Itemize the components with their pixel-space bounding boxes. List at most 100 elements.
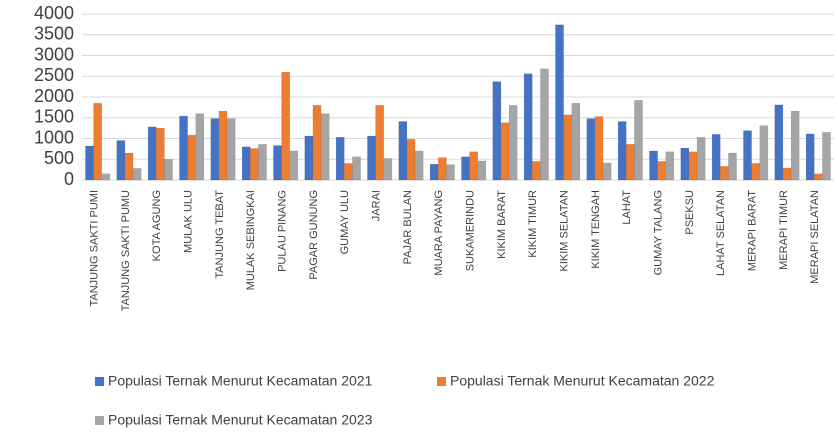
x-tick-label: KIKIM TENGAH bbox=[590, 190, 602, 269]
bar bbox=[218, 110, 228, 181]
bar bbox=[335, 137, 345, 181]
x-tick-label: TANJUNG TEBAT bbox=[214, 190, 226, 279]
bar bbox=[273, 145, 282, 181]
x-tick-label: GUMAY TALANG bbox=[653, 190, 665, 275]
x-tick-label: TANJUNG SAKTI PUMI bbox=[89, 190, 101, 307]
x-tick-label: MERAPI SELATAN bbox=[809, 190, 821, 284]
bar bbox=[492, 81, 502, 181]
bar bbox=[406, 139, 416, 181]
bar bbox=[728, 152, 737, 181]
bar bbox=[250, 148, 259, 181]
bar bbox=[398, 121, 408, 181]
bar bbox=[147, 126, 157, 181]
x-tick-label: KIKIM BARAT bbox=[496, 190, 508, 259]
legend-swatch bbox=[95, 416, 104, 425]
y-tick-label: 3500 bbox=[34, 24, 74, 44]
bar bbox=[85, 145, 94, 181]
bar bbox=[720, 166, 729, 181]
bar bbox=[258, 144, 267, 181]
bar bbox=[281, 71, 290, 181]
x-tick-label: KIKIM SELATAN bbox=[559, 190, 571, 272]
bar bbox=[805, 133, 815, 181]
bar bbox=[352, 156, 361, 181]
bar bbox=[93, 102, 102, 181]
x-tick-label: PAJAR BULAN bbox=[402, 190, 414, 264]
bar bbox=[289, 150, 299, 181]
bar bbox=[657, 161, 666, 181]
bar bbox=[375, 105, 384, 181]
legend-swatch bbox=[437, 377, 446, 386]
x-tick-label: GUMAY ULU bbox=[339, 190, 351, 254]
bar bbox=[132, 168, 142, 181]
bar bbox=[665, 151, 675, 181]
bar bbox=[782, 167, 792, 181]
y-tick-label: 2500 bbox=[34, 65, 74, 85]
bar bbox=[711, 134, 721, 181]
bar bbox=[446, 164, 455, 181]
bar bbox=[822, 132, 831, 181]
bar bbox=[555, 24, 564, 181]
bar bbox=[156, 127, 165, 181]
bar bbox=[617, 121, 627, 181]
x-tick-label: PSEKSU bbox=[684, 190, 696, 235]
bar bbox=[226, 118, 236, 181]
bar bbox=[116, 140, 126, 181]
y-tick-label: 0 bbox=[64, 169, 74, 189]
bar bbox=[594, 116, 604, 181]
legend-label: Populasi Ternak Menurut Kecamatan 2021 bbox=[108, 373, 373, 389]
x-tick-label: TANJUNG SAKTI PUMU bbox=[120, 190, 132, 311]
bar bbox=[532, 161, 541, 181]
x-tick-label: PULAU PINANG bbox=[277, 190, 289, 272]
bar bbox=[743, 130, 752, 181]
legend-label: Populasi Ternak Menurut Kecamatan 2022 bbox=[450, 373, 715, 389]
bar bbox=[790, 110, 800, 181]
bar bbox=[164, 159, 173, 181]
x-tick-label: JARAI bbox=[371, 190, 383, 221]
bar bbox=[469, 151, 478, 181]
bar bbox=[101, 173, 111, 181]
bar bbox=[383, 158, 393, 181]
bar bbox=[696, 137, 706, 181]
bar bbox=[414, 150, 424, 181]
y-tick-label: 500 bbox=[44, 148, 74, 168]
bar bbox=[563, 114, 572, 181]
x-tick-label: MUARA PAYANG bbox=[433, 190, 445, 276]
y-tick-label: 4000 bbox=[34, 3, 74, 23]
bar bbox=[649, 150, 658, 181]
y-tick-label: 2000 bbox=[34, 86, 74, 106]
legend-swatch bbox=[95, 377, 104, 386]
bar bbox=[759, 125, 769, 181]
bar bbox=[320, 113, 330, 181]
y-tick-label: 3000 bbox=[34, 44, 74, 64]
bar bbox=[312, 105, 322, 181]
bar bbox=[751, 163, 760, 181]
bar bbox=[210, 118, 220, 181]
x-tick-label: KIKIM TIMUR bbox=[527, 190, 539, 258]
bar bbox=[241, 146, 251, 181]
bar bbox=[124, 152, 134, 181]
x-tick-label: MERAPI TIMUR bbox=[778, 190, 790, 270]
y-tick-label: 1500 bbox=[34, 107, 74, 127]
bar bbox=[626, 144, 635, 181]
bar bbox=[586, 118, 596, 181]
x-tick-label: LAHAT SELATAN bbox=[715, 190, 727, 276]
x-tick-label: KOTA AGUNG bbox=[151, 190, 163, 261]
x-tick-label: SUKAMERINDU bbox=[465, 190, 477, 271]
bar bbox=[602, 162, 612, 181]
x-tick-label: LAHAT bbox=[621, 190, 633, 225]
bar bbox=[461, 156, 470, 181]
bar bbox=[523, 73, 533, 181]
x-tick-label: MERAPI BARAT bbox=[747, 190, 759, 271]
bar bbox=[367, 135, 376, 181]
bar bbox=[814, 173, 823, 181]
bar bbox=[344, 163, 353, 181]
bar bbox=[195, 113, 205, 181]
bar bbox=[187, 134, 196, 181]
x-tick-label: PAGAR GUNUNG bbox=[308, 190, 320, 280]
y-tick-label: 1000 bbox=[34, 127, 74, 147]
bar bbox=[571, 102, 581, 181]
legend-label: Populasi Ternak Menurut Kecamatan 2023 bbox=[108, 412, 373, 428]
x-tick-label: MULAK ULU bbox=[183, 190, 195, 253]
bar bbox=[680, 147, 690, 181]
bar bbox=[304, 135, 314, 181]
